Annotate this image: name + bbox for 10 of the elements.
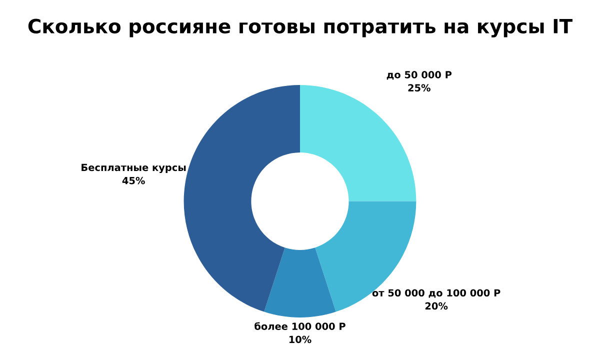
chart-title: Сколько россияне готовы потратить на курсы IT <box>28 18 572 38</box>
data-label: 10% <box>289 336 312 344</box>
data-label: 25% <box>408 84 430 92</box>
slice-label: до 50 000 Р <box>386 71 452 80</box>
slice-label: Бесплатные курсы <box>82 164 186 174</box>
data-label: 20% <box>425 302 448 310</box>
data-label: 45% <box>122 176 145 184</box>
slice-label: более 100 000 Р <box>254 322 346 330</box>
slice-label: от 50 000 до 100 000 Р <box>372 289 500 298</box>
donut-slice <box>264 248 336 318</box>
